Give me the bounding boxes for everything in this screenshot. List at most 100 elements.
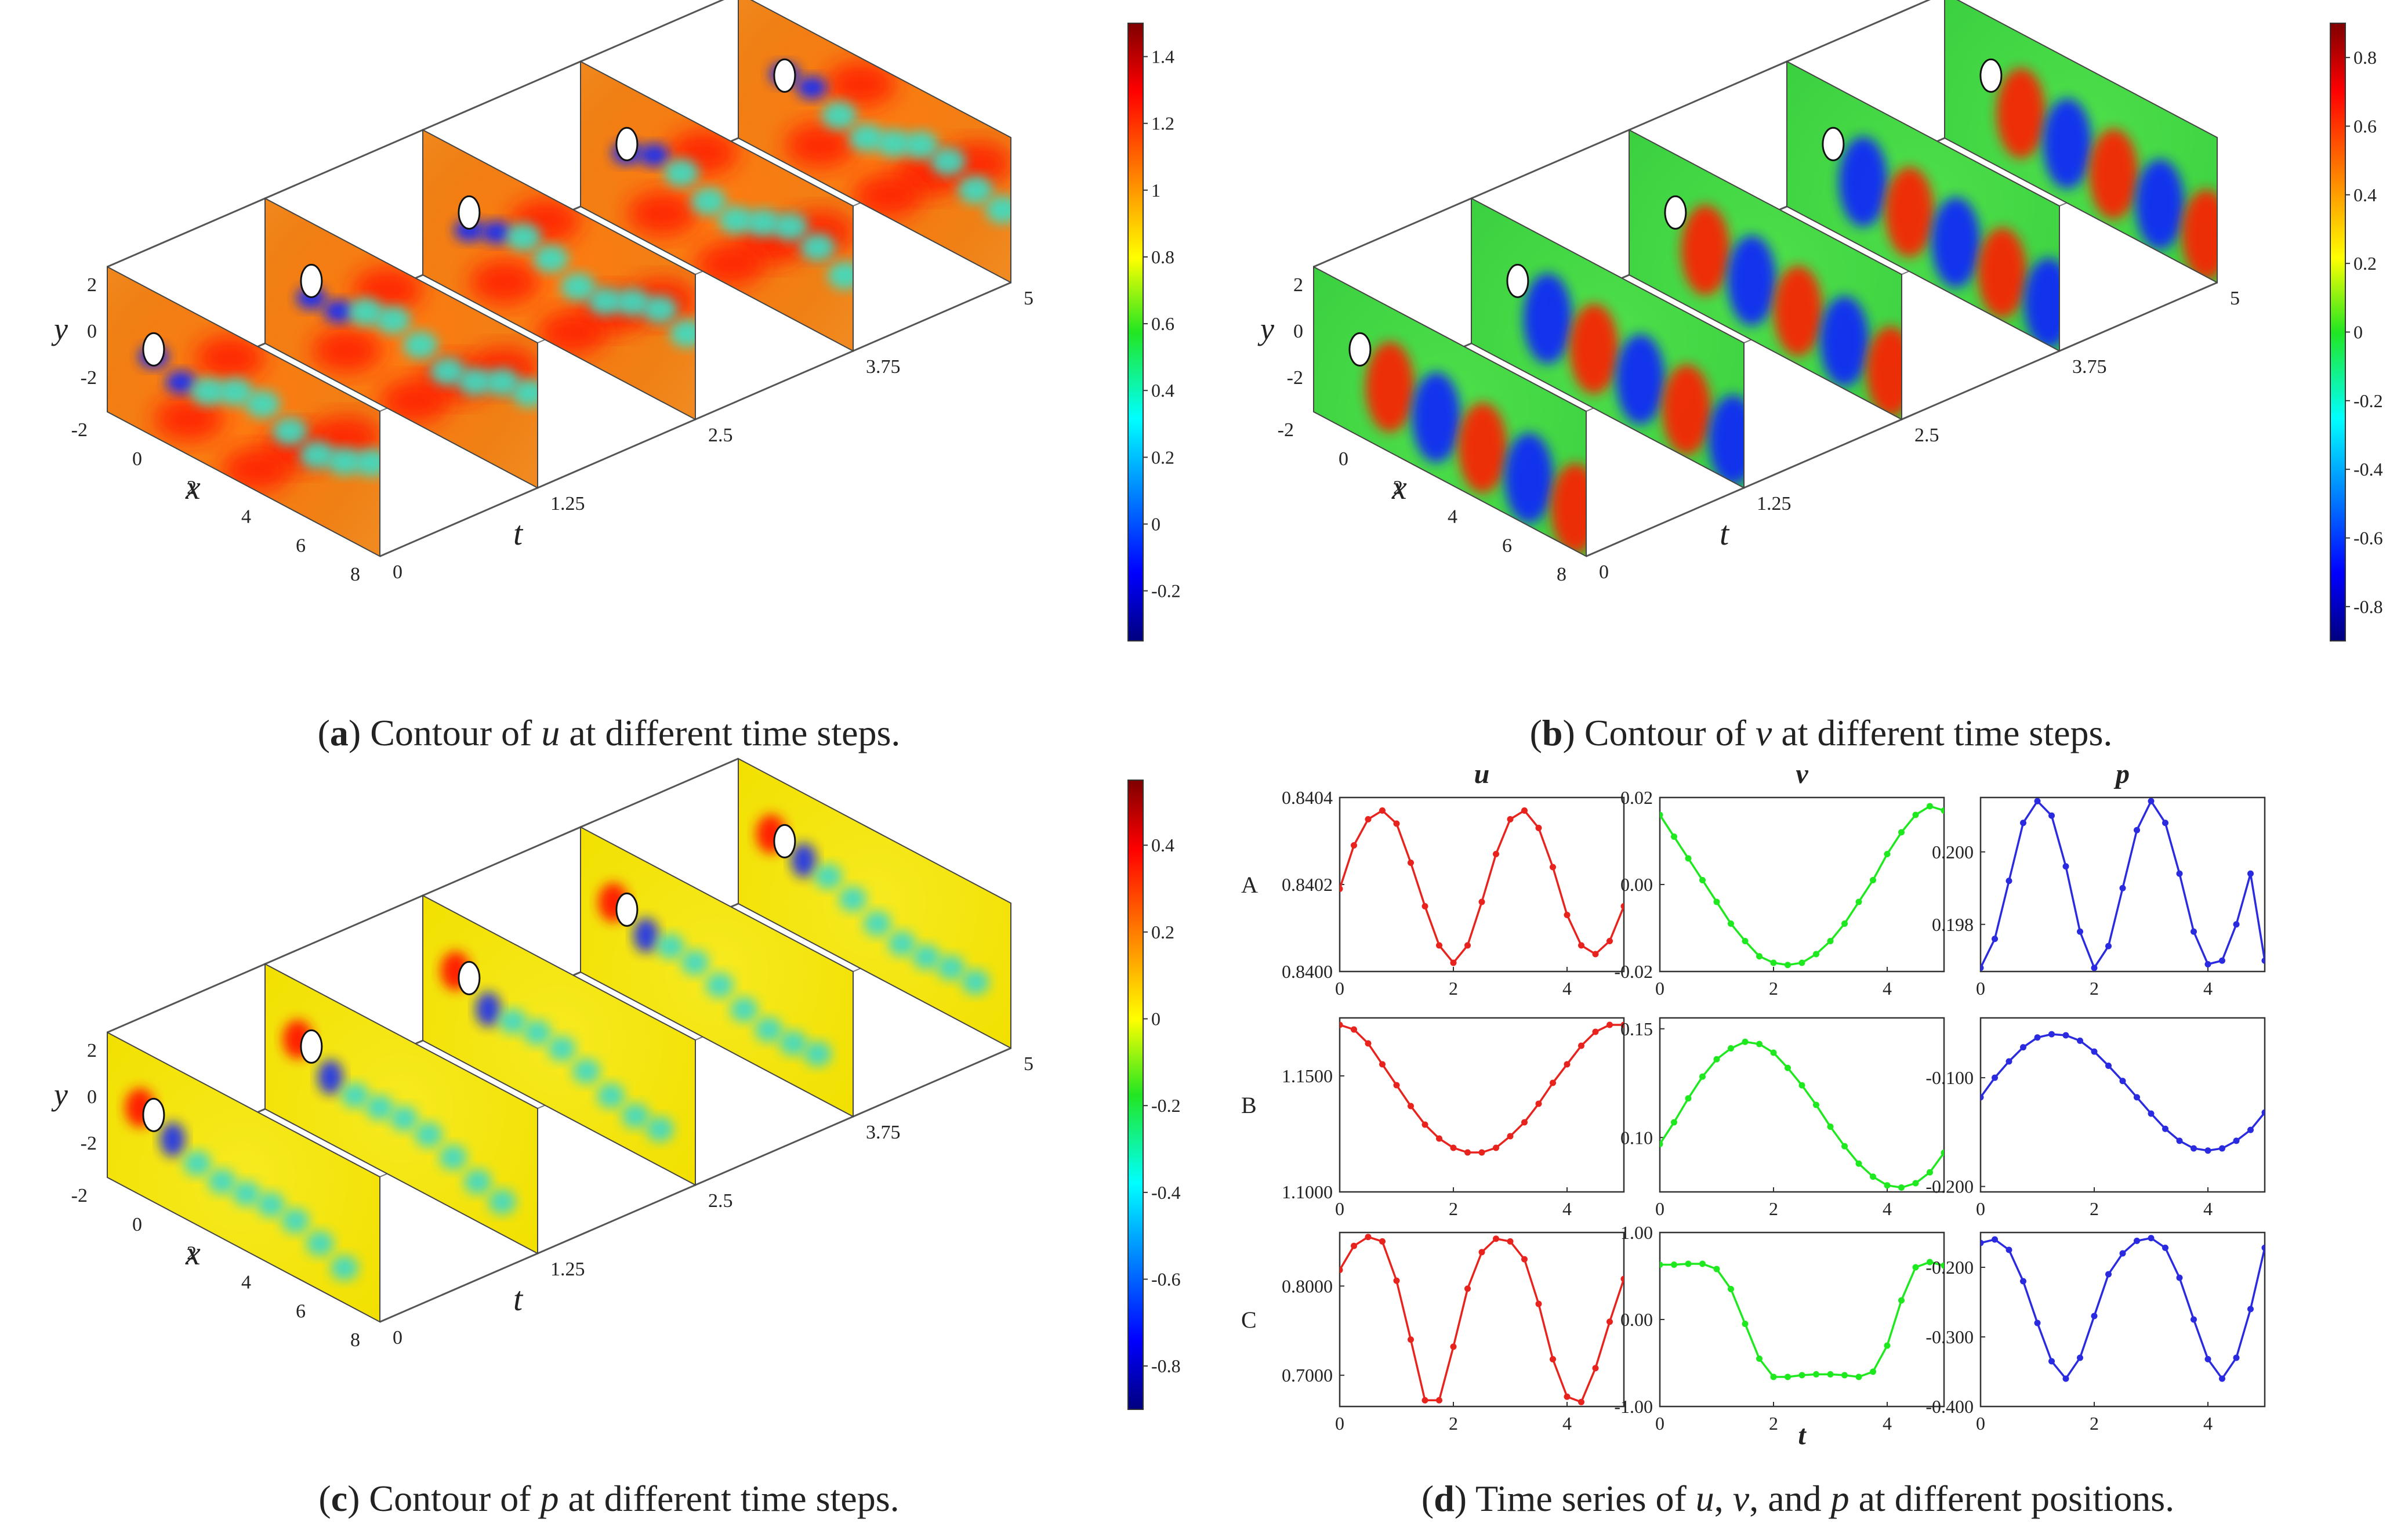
data-point	[1464, 1149, 1471, 1156]
panel-b-v-contour: 2 0 -2 y -2 0 2 4 6 8 x 0 1.25 2.5 3.75 5 t 0.8 0.6 0.4 0.2 0…	[1257, 0, 2383, 641]
wake-vortex	[985, 195, 1011, 224]
v-vortex-lobe	[1365, 342, 1415, 433]
slice-border	[264, 197, 538, 489]
data-point	[1507, 1238, 1514, 1245]
data-point	[1798, 1372, 1805, 1379]
wake-vortex	[821, 101, 857, 129]
data-point	[2020, 1044, 2026, 1051]
data-point	[1870, 1368, 1876, 1375]
y-tick-label: 0.200	[1932, 842, 1974, 862]
data-point	[1436, 942, 1442, 949]
data-point	[2148, 1235, 2155, 1242]
data-point	[1713, 898, 1720, 905]
data-point	[2162, 820, 2168, 826]
data-point	[2219, 1375, 2225, 1382]
data-point	[1408, 860, 1414, 866]
data-point	[2062, 1375, 2069, 1382]
data-point	[2091, 965, 2098, 971]
data-point	[1620, 1275, 1624, 1282]
data-point	[1535, 1300, 1542, 1307]
colorbar-tick-label: -0.4	[2353, 459, 2383, 480]
high-u-region	[154, 397, 224, 441]
x-tick-label: 0	[1976, 1413, 1985, 1434]
subplot-frame	[1979, 1231, 2266, 1408]
data-point	[1365, 1234, 1372, 1241]
low-pressure-vortex	[814, 864, 843, 890]
x-tick-label: 4	[1562, 1198, 1572, 1219]
slice-border	[580, 826, 854, 1118]
x-tick-label: 2	[1769, 1413, 1778, 1434]
high-u-region	[628, 191, 697, 236]
data-point	[1827, 1371, 1834, 1378]
slice-t-3.75	[580, 826, 854, 1118]
data-point	[1564, 1061, 1571, 1068]
low-pressure-vortex	[439, 1144, 467, 1170]
data-point	[2148, 798, 2155, 804]
cylinder	[300, 263, 323, 298]
y-tick-label: -2	[81, 1133, 97, 1154]
y-tick-label: 0.00	[1620, 874, 1653, 895]
t-axis-label: t	[1720, 514, 1730, 552]
wake-vortex	[642, 295, 677, 324]
low-pressure-vortex	[839, 886, 867, 912]
data-point	[1564, 1393, 1571, 1400]
subplot-B-p: 0 2 4 -0.100 -0.200	[1925, 1017, 2266, 1219]
wake-vortex	[299, 441, 335, 469]
data-point	[1912, 1180, 1919, 1187]
x-tick-label: 4	[1562, 978, 1572, 999]
y-tick-label: 0	[87, 1086, 97, 1108]
y-tick-label: 2	[87, 1040, 97, 1061]
cylinder	[615, 892, 639, 927]
subplot-A-p: 0 2 4 0.200 0.198	[1932, 796, 2266, 999]
wake-vortex	[327, 447, 362, 476]
wake-vortex	[512, 379, 538, 407]
wake-vortex	[481, 220, 512, 244]
data-point	[1493, 1235, 1499, 1242]
low-pressure-vortex	[415, 1122, 443, 1148]
high-u-region	[853, 173, 923, 218]
cylinder	[1822, 126, 1845, 161]
data-point	[1742, 938, 1749, 944]
data-point	[2134, 1094, 2140, 1101]
slice-t-0	[1313, 266, 1587, 557]
data-point	[1770, 1049, 1777, 1056]
data-point	[1813, 1371, 1819, 1378]
wake-vortex	[663, 159, 699, 187]
data-point	[1992, 1236, 1998, 1243]
data-point	[1841, 1372, 1848, 1379]
low-pressure-vortex	[463, 1169, 492, 1195]
subplot-frame	[1659, 1231, 1945, 1408]
y-tick-label: 0.7000	[1282, 1365, 1333, 1386]
data-point	[2233, 1137, 2240, 1144]
slice-border	[1471, 197, 1745, 489]
panel-c-p-contour: 2 0 -2 y -2 0 2 4 6 8 x 0 1.25 2.5 3.75 5 t 0.4 0.2 0 -0.2 -0…	[51, 757, 1181, 1410]
data-point	[2204, 961, 2211, 967]
x-tick-label: -2	[71, 419, 88, 441]
v-vortex-lobe	[2043, 98, 2092, 189]
wake-vortex	[348, 298, 383, 326]
x-tick-label: 2	[1449, 1198, 1458, 1219]
wake-vortex	[560, 273, 596, 301]
slice-border	[1313, 266, 1587, 557]
data-point	[1450, 959, 1457, 966]
data-point	[1728, 1286, 1734, 1292]
wake-vortex	[272, 417, 307, 445]
data-point	[2091, 1048, 2098, 1055]
wake-vortex	[718, 206, 753, 234]
subplot-frame	[1659, 796, 1945, 973]
slice-border	[1944, 0, 2218, 284]
data-point	[1351, 1026, 1357, 1033]
data-point	[1827, 1123, 1834, 1130]
data-point	[1564, 912, 1571, 918]
t-tick-label: 5	[2230, 288, 2240, 309]
subplot-B-v: 0 2 4 0.15 0.10	[1620, 1017, 1945, 1219]
data-point	[1756, 1041, 1763, 1047]
x-tick-label: 6	[296, 535, 306, 556]
data-point	[2247, 1126, 2254, 1133]
colorbar-tick-label: -0.2	[1151, 581, 1181, 601]
y-tick-label: -2	[81, 367, 97, 389]
y-tick-label: -0.02	[1614, 961, 1653, 982]
wake-vortex	[848, 124, 884, 152]
y-tick-label: 0.8402	[1282, 874, 1333, 895]
